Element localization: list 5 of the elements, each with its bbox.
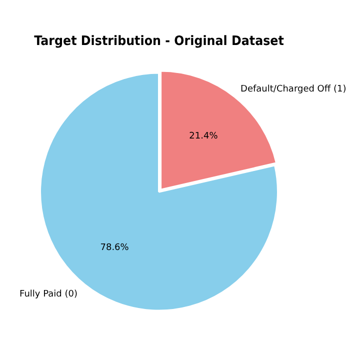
chart-title: Target Distribution - Original Dataset xyxy=(34,32,284,48)
data-label: 21.4% xyxy=(189,131,218,142)
slice-label: Fully Paid (0) xyxy=(20,290,78,300)
data-label: 78.6% xyxy=(100,243,130,254)
slice-label: Default/Charged Off (1) xyxy=(240,84,346,95)
